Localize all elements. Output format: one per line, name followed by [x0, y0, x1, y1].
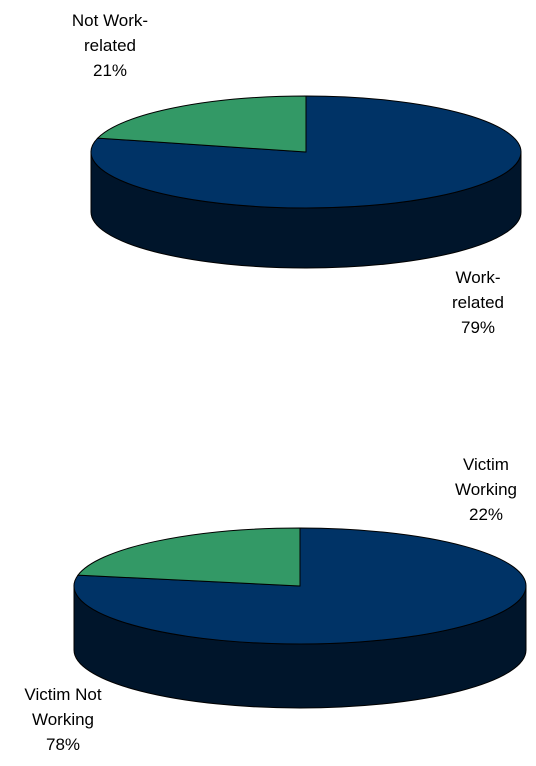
slice-label-1-2: Not Work-related 21%: [72, 11, 148, 80]
pie-slice-1-2: [96, 95, 307, 153]
slice-label-line: Working: [455, 480, 517, 499]
slice-label-line: related: [452, 293, 504, 312]
slice-label-line: Victim: [463, 455, 509, 474]
slice-label-line: Not Work-: [72, 11, 148, 30]
slice-label-line: 21%: [93, 61, 127, 80]
slice-label-line: 22%: [469, 505, 503, 524]
pie-chart-2: Victim Not Working 78% Victim Working 22%: [24, 455, 527, 754]
pie-chart-1: Work-related 79% Not Work-related 21%: [72, 11, 522, 337]
slice-label-2-2: Victim Working 22%: [455, 455, 517, 524]
slice-label-line: 78%: [46, 735, 80, 754]
slice-label-1-1: Work-related 79%: [452, 268, 504, 337]
slice-label-line: Work-: [455, 268, 500, 287]
slice-label-2-1: Victim Not Working 78%: [24, 685, 101, 754]
slice-label-line: 79%: [461, 318, 495, 337]
slice-label-line: related: [84, 36, 136, 55]
slice-label-line: Working: [32, 710, 94, 729]
pie-slice-2-2: [77, 527, 301, 587]
slice-label-line: Victim Not: [24, 685, 101, 704]
